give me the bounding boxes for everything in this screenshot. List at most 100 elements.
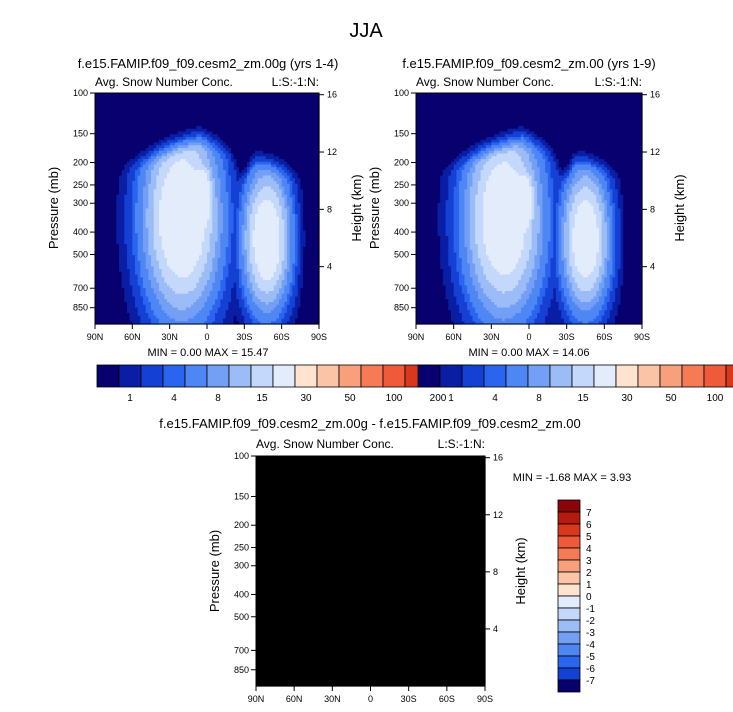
contour-cell xyxy=(201,123,205,127)
contour-cell xyxy=(185,117,189,122)
contour-cell xyxy=(292,131,296,135)
contour-cell xyxy=(105,150,109,155)
contour-cell xyxy=(108,167,112,171)
contour-cell xyxy=(313,139,317,144)
contour-cell xyxy=(199,98,203,102)
contour-cell xyxy=(225,101,229,105)
contour-cell xyxy=(220,167,224,171)
contour-cell xyxy=(231,109,235,113)
contour-cell xyxy=(153,106,157,111)
contour-cell xyxy=(185,123,189,127)
contour-cell xyxy=(183,170,187,174)
contour-cell xyxy=(271,112,275,116)
contour-cell xyxy=(271,156,275,160)
contour-cell xyxy=(295,106,299,111)
contour-cell xyxy=(140,106,144,111)
contour-cell xyxy=(263,112,267,116)
contour-cell xyxy=(113,153,117,157)
contour-cell xyxy=(311,120,315,124)
contour-cell xyxy=(129,112,133,116)
contour-cell xyxy=(167,167,171,171)
contour-cell xyxy=(255,148,259,152)
contour-cell xyxy=(140,164,144,168)
contour-cell xyxy=(156,159,160,163)
contour-cell xyxy=(284,93,288,97)
contour-cell xyxy=(169,164,173,168)
contour-cell xyxy=(223,139,227,144)
contour-cell xyxy=(188,170,192,174)
contour-cell xyxy=(113,117,117,122)
contour-cell xyxy=(295,153,299,157)
contour-cell xyxy=(108,134,112,138)
contour-cell xyxy=(172,112,176,116)
contour-cell xyxy=(284,137,288,141)
contour-cell xyxy=(204,134,208,138)
contour-cell xyxy=(239,109,243,113)
contour-cell xyxy=(217,148,221,152)
contour-cell xyxy=(169,120,173,124)
contour-cell xyxy=(228,112,232,116)
contour-cell xyxy=(220,128,224,133)
contour-cell xyxy=(156,170,160,174)
contour-cell xyxy=(279,150,283,155)
contour-cell xyxy=(148,137,152,141)
contour-cell xyxy=(183,150,187,155)
contour-cell xyxy=(111,145,115,149)
contour-cell xyxy=(295,161,299,166)
contour-cell xyxy=(292,167,296,171)
contour-cell xyxy=(95,101,99,105)
contour-cell xyxy=(233,98,237,102)
contour-cell xyxy=(105,156,109,160)
contour-cell xyxy=(295,109,299,113)
contour-cell xyxy=(215,104,219,108)
contour-cell xyxy=(172,126,176,130)
contour-cell xyxy=(180,161,184,166)
contour-cell xyxy=(215,139,219,144)
contour-cell xyxy=(303,164,307,168)
contour-cell xyxy=(145,120,149,124)
contour-cell xyxy=(108,123,112,127)
contour-cell xyxy=(177,153,181,157)
contour-cell xyxy=(225,148,229,152)
contour-cell xyxy=(193,123,197,127)
contour-cell xyxy=(257,167,261,171)
contour-cell xyxy=(233,145,237,149)
contour-cell xyxy=(260,126,264,130)
contour-cell xyxy=(260,170,264,174)
contour-cell xyxy=(265,106,269,111)
contour-cell xyxy=(209,148,213,152)
contour-cell xyxy=(247,159,251,163)
contour-cell xyxy=(244,159,248,163)
contour-cell xyxy=(303,170,307,174)
contour-cell xyxy=(311,123,315,127)
contour-cell xyxy=(177,156,181,160)
contour-cell xyxy=(244,161,248,166)
contour-cell xyxy=(116,167,120,171)
contour-cell xyxy=(263,134,267,138)
contour-cell xyxy=(113,126,117,130)
contour-cell xyxy=(161,161,165,166)
contour-cell xyxy=(196,161,200,166)
contour-cell xyxy=(148,142,152,146)
contour-cell xyxy=(145,115,149,119)
contour-cell xyxy=(281,112,285,116)
contour-cell xyxy=(140,104,144,108)
contour-cell xyxy=(177,109,181,113)
contour-cell xyxy=(156,95,160,100)
contour-cell xyxy=(143,109,147,113)
contour-cell xyxy=(127,93,131,97)
contour-cell xyxy=(105,139,109,144)
contour-cell xyxy=(177,139,181,144)
contour-cell xyxy=(247,142,251,146)
contour-cell xyxy=(287,148,291,152)
contour-cell xyxy=(156,106,160,111)
contour-cell xyxy=(132,98,136,102)
contour-cell xyxy=(119,115,123,119)
contour-cell xyxy=(159,104,163,108)
contour-cell xyxy=(143,126,147,130)
contour-cell xyxy=(212,120,216,124)
contour-cell xyxy=(225,150,229,155)
contour-cell xyxy=(100,123,104,127)
contour-cell xyxy=(281,159,285,163)
contour-cell xyxy=(297,106,301,111)
